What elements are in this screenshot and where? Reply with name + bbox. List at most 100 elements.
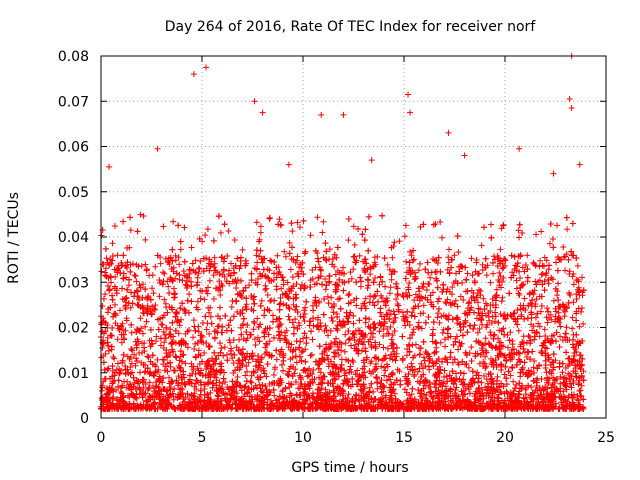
data-point: [517, 275, 524, 282]
data-point: [410, 329, 417, 336]
data-point: [270, 276, 277, 283]
data-point: [137, 211, 144, 218]
data-point: [266, 338, 273, 345]
data-point: [566, 268, 573, 275]
data-point: [154, 356, 161, 363]
data-point: [136, 282, 143, 289]
data-point: [110, 394, 117, 401]
data-point: [309, 266, 316, 273]
data-point: [220, 352, 227, 359]
data-point: [577, 387, 584, 394]
data-point: [389, 345, 396, 352]
data-point: [384, 261, 391, 268]
data-point: [380, 333, 387, 340]
data-point: [315, 357, 322, 364]
data-point: [254, 315, 261, 322]
data-point: [175, 373, 182, 380]
data-point: [255, 238, 262, 245]
data-point: [326, 389, 333, 396]
data-point: [246, 282, 253, 289]
data-point: [273, 356, 280, 363]
data-point: [248, 379, 255, 386]
data-point: [163, 347, 170, 354]
data-point: [563, 214, 570, 221]
data-point: [391, 239, 398, 246]
data-point: [549, 276, 556, 283]
data-point: [543, 369, 550, 376]
data-point: [325, 332, 332, 339]
data-point: [292, 353, 299, 360]
data-point: [142, 323, 149, 330]
data-point: [198, 332, 205, 339]
data-point: [356, 317, 363, 324]
data-point: [564, 226, 571, 233]
data-point: [528, 384, 535, 391]
data-point: [345, 382, 352, 389]
data-point: [307, 232, 314, 239]
data-point: [207, 313, 214, 320]
data-point: [283, 327, 290, 334]
data-point: [282, 253, 289, 260]
data-point: [510, 378, 517, 385]
data-point: [119, 320, 126, 327]
data-point: [348, 275, 355, 282]
data-point: [293, 257, 300, 264]
data-point: [292, 316, 299, 323]
data-point: [484, 386, 491, 393]
data-point: [505, 344, 512, 351]
data-point: [145, 385, 152, 392]
data-point: [347, 363, 354, 370]
data-point: [572, 364, 579, 371]
data-point: [340, 264, 347, 271]
data-point: [266, 381, 273, 388]
data-point: [498, 298, 505, 305]
data-point: [536, 323, 543, 330]
data-point: [160, 269, 167, 276]
data-point: [170, 396, 177, 403]
data-point: [499, 278, 506, 285]
data-point: [215, 393, 222, 400]
data-point: [408, 360, 415, 367]
data-point: [409, 257, 416, 264]
data-point: [232, 263, 239, 270]
data-point: [176, 322, 183, 329]
data-point: [345, 327, 352, 334]
data-point: [186, 379, 193, 386]
data-point: [276, 301, 283, 308]
data-point: [449, 359, 456, 366]
data-point: [245, 359, 252, 366]
data-point: [262, 344, 269, 351]
data-point: [139, 330, 146, 337]
data-point: [499, 265, 506, 272]
data-point: [449, 284, 456, 291]
data-point: [229, 355, 236, 362]
data-point: [499, 260, 506, 267]
data-point: [219, 271, 226, 278]
data-point: [388, 276, 395, 283]
data-point: [474, 299, 481, 306]
data-point: [452, 270, 459, 277]
data-point: [531, 336, 538, 343]
data-point: [347, 269, 354, 276]
data-point: [206, 330, 213, 337]
x-axis-title: GPS time / hours: [291, 460, 408, 476]
data-point: [416, 351, 423, 358]
data-point: [372, 275, 379, 282]
data-point: [312, 294, 319, 301]
data-point: [264, 292, 271, 299]
data-point: [550, 374, 557, 381]
chart-title: Day 264 of 2016, Rate Of TEC Index for r…: [165, 19, 537, 35]
data-point: [474, 369, 481, 376]
data-point: [509, 269, 516, 276]
data-point: [342, 340, 349, 347]
data-point: [553, 308, 560, 315]
data-point: [575, 278, 582, 285]
data-point: [489, 296, 496, 303]
data-point: [439, 329, 446, 336]
data-point: [490, 270, 497, 277]
data-point: [218, 345, 225, 352]
data-point: [488, 221, 495, 228]
data-point: [139, 281, 146, 288]
data-point: [127, 364, 134, 371]
data-point: [277, 295, 284, 302]
